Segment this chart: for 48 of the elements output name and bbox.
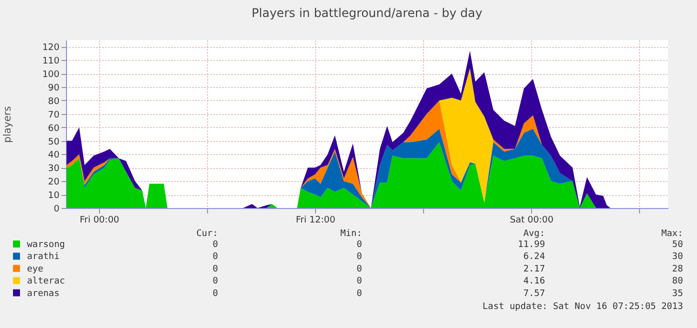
legend-label: arenas [27, 288, 60, 299]
text: Cur: [196, 229, 218, 239]
text: 7.57 [523, 288, 545, 299]
y-tick-label: 10 [48, 191, 60, 202]
text: 35 [672, 288, 683, 299]
text: 0 [212, 252, 218, 262]
y-tick-label: 40 [48, 150, 60, 161]
legend-label: warsong [27, 240, 65, 250]
text: Avg: [523, 229, 545, 239]
y-axis-title: players [2, 106, 14, 143]
y-tick-label: 30 [48, 164, 60, 174]
y-tick-label: 110 [42, 56, 60, 67]
text: 0 [356, 288, 362, 299]
text: 80 [672, 276, 683, 287]
text: 0 [212, 276, 218, 287]
text: 11.99 [518, 240, 545, 250]
text: 0 [212, 288, 218, 299]
legend-label: arathi [27, 252, 60, 262]
chart-title: Players in battleground/arena - by day [252, 6, 482, 20]
text: 0 [212, 264, 218, 274]
text: 50 [672, 240, 683, 250]
y-tick-label: 90 [48, 84, 60, 94]
text: 30 [672, 252, 683, 262]
x-tick-label: Fri 00:00 [80, 216, 120, 226]
y-tick-label: 60 [48, 124, 60, 134]
text: 0 [356, 276, 362, 287]
text: 4.16 [523, 276, 545, 287]
text: Max: [661, 229, 683, 239]
text: Last update: Sat Nov 16 07:25:05 2013 [482, 302, 683, 312]
legend-label: eye [27, 264, 44, 274]
text: 28 [672, 264, 683, 274]
y-tick-label: 70 [48, 110, 60, 120]
text: 0 [356, 264, 362, 274]
x-tick-label: Sat 00:00 [510, 216, 554, 226]
y-tick-label: 100 [42, 70, 60, 80]
y-tick-label: 20 [48, 178, 60, 188]
y-tick-label: 0 [54, 204, 60, 214]
text: Min: [340, 229, 362, 239]
y-tick-label: 80 [48, 96, 60, 107]
y-tick-label: 50 [48, 137, 60, 148]
y-tick-label: 120 [42, 43, 60, 54]
text: 0 [212, 240, 218, 250]
text: 6.24 [523, 252, 545, 262]
text: 2.17 [523, 264, 545, 274]
legend-label: alterac [27, 276, 65, 287]
text: 0 [356, 240, 362, 250]
text: 0 [356, 252, 362, 262]
x-tick-label: Fri 12:00 [296, 216, 336, 226]
